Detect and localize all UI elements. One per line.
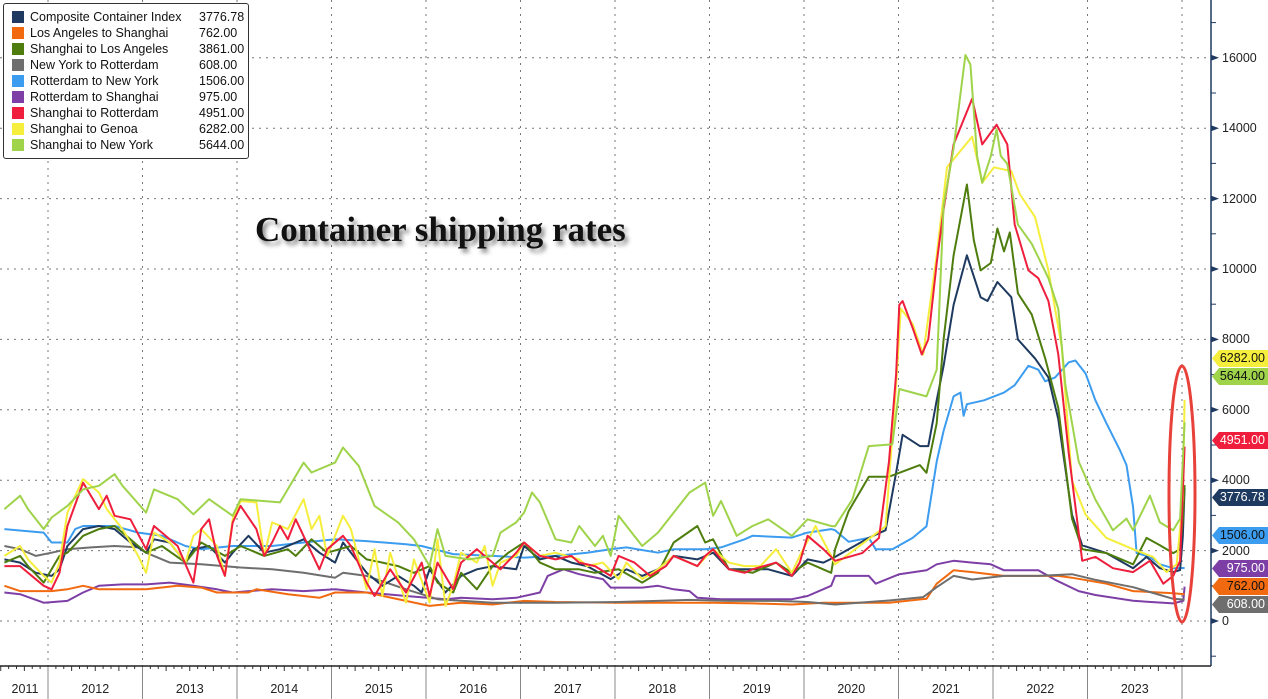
legend-series-name: Shanghai to Rotterdam [30, 106, 159, 120]
legend-series-name: Shanghai to Los Angeles [30, 42, 169, 56]
series-line-rotterdam-to-new-york [4, 359, 1185, 570]
x-tick-label: 2023 [1120, 682, 1149, 696]
last-value-badge: 6282.00 [1212, 350, 1268, 367]
x-tick-label: 2022 [1026, 682, 1055, 696]
axes [0, 0, 1219, 699]
series-line-shanghai-to-genoa [3, 135, 1186, 607]
highlight-ellipse [1167, 364, 1197, 624]
chart-title: Container shipping rates [255, 210, 626, 249]
x-tick-label: 2021 [931, 682, 960, 696]
legend-last-value: 4951.00 [199, 106, 245, 120]
legend-swatch [12, 11, 24, 23]
last-value-badge: 3776.78 [1212, 489, 1268, 506]
y-tick-label: 8000 [1222, 332, 1250, 347]
legend-swatch [12, 123, 24, 135]
legend-item: Los Angeles to Shanghai 762.00 [10, 25, 246, 41]
legend-item: Rotterdam to New York 1506.00 [10, 73, 246, 89]
last-value-badge: 1506.00 [1212, 527, 1268, 544]
legend-last-value: 6282.00 [199, 122, 245, 136]
legend-last-value: 3776.78 [199, 10, 245, 24]
legend-last-value: 5644.00 [199, 138, 245, 152]
legend-item: Shanghai to Rotterdam 4951.00 [10, 105, 246, 121]
x-tick-label: 2012 [81, 682, 110, 696]
legend-series-name: Shanghai to New York [30, 138, 154, 152]
y-tick-label: 0 [1222, 614, 1229, 628]
last-value-badge: 5644.00 [1212, 368, 1268, 385]
y-tick-label: 2000 [1222, 543, 1250, 558]
series-line-new-york-to-rotterdam [4, 545, 1185, 606]
x-tick-label: 2014 [270, 682, 299, 696]
legend-swatch [12, 27, 24, 39]
legend-item: Shanghai to Genoa 6282.00 [10, 121, 246, 137]
legend-series-name: Rotterdam to Shanghai [30, 90, 159, 104]
y-tick-label: 4000 [1222, 473, 1250, 488]
legend-last-value: 762.00 [199, 26, 238, 40]
legend-series-name: Rotterdam to New York [30, 74, 159, 88]
legend-swatch [12, 75, 24, 87]
y-tick-label: 16000 [1222, 50, 1257, 65]
last-value-badge: 975.00 [1212, 560, 1268, 577]
last-value-badge: 608.00 [1212, 596, 1268, 613]
legend-item: Shanghai to Los Angeles 3861.00 [10, 41, 246, 57]
y-tick-label: 10000 [1222, 262, 1257, 276]
legend-item: Rotterdam to Shanghai 975.00 [10, 89, 246, 105]
series-line-shanghai-to-rotterdam [4, 97, 1186, 597]
x-tick-label: 2019 [742, 682, 771, 696]
x-tick-label: 2017 [553, 682, 582, 696]
series-lines [3, 54, 1186, 607]
legend-item: Shanghai to New York 5644.00 [10, 137, 246, 153]
legend-swatch [12, 107, 24, 119]
legend-last-value: 975.00 [199, 90, 238, 104]
series-line-shanghai-to-los-angeles [4, 183, 1186, 594]
series-line-composite-container-index [4, 254, 1186, 594]
x-tick-label: 2020 [837, 682, 866, 696]
y-tick-label: 14000 [1222, 121, 1257, 136]
legend-item: New York to Rotterdam 608.00 [10, 57, 246, 73]
series-line-rotterdam-to-shanghai [4, 559, 1186, 605]
x-tick-label: 2018 [648, 682, 677, 696]
x-tick-label: 2015 [364, 682, 393, 696]
last-value-badge: 4951.00 [1212, 432, 1268, 449]
legend-series-name: Composite Container Index [30, 10, 182, 24]
legend-swatch [12, 43, 24, 55]
legend-series-name: New York to Rotterdam [30, 58, 159, 72]
legend-series-name: Los Angeles to Shanghai [30, 26, 169, 40]
series-line-shanghai-to-new-york [3, 54, 1186, 568]
legend-last-value: 3861.00 [199, 42, 245, 56]
legend-last-value: 608.00 [199, 58, 238, 72]
legend-series-name: Shanghai to Genoa [30, 122, 138, 136]
legend-swatch [12, 59, 24, 71]
x-tick-label: 2016 [459, 682, 488, 696]
legend-swatch [12, 139, 24, 151]
last-value-badge: 762.00 [1212, 578, 1268, 595]
y-tick-label: 12000 [1222, 191, 1257, 206]
y-tick-label: 6000 [1222, 402, 1250, 417]
legend-item: Composite Container Index 3776.78 [10, 9, 246, 25]
x-tick-label: 2011 [11, 682, 39, 696]
legend-last-value: 1506.00 [199, 74, 245, 88]
legend-swatch [12, 91, 24, 103]
x-tick-label: 2013 [175, 682, 204, 696]
legend: Composite Container Index 3776.78 Los Ange… [3, 3, 249, 159]
